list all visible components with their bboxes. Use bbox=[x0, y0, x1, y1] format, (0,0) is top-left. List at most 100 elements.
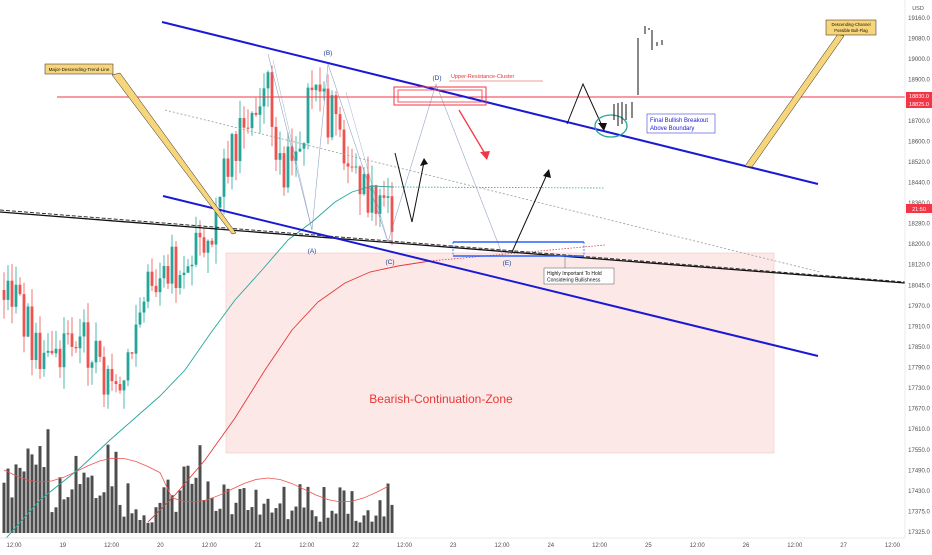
volume-bar bbox=[322, 487, 326, 533]
price-tick-label: 18120.0 bbox=[908, 263, 930, 269]
volume-bar bbox=[114, 451, 118, 533]
candle-body bbox=[90, 362, 94, 368]
sma-slow-line bbox=[147, 260, 431, 523]
time-tick-label: 25 bbox=[645, 543, 652, 549]
candle-body bbox=[234, 133, 238, 162]
candle-body bbox=[190, 264, 194, 267]
candle-body bbox=[134, 324, 138, 354]
candle-body bbox=[138, 312, 142, 325]
volume-bar bbox=[362, 515, 366, 533]
volume-bar bbox=[66, 497, 70, 533]
resistance-cluster-label: Upper-Resistance-Cluster bbox=[451, 74, 514, 80]
channel-callout-pointer bbox=[744, 33, 845, 168]
price-tick-label: 17490.0 bbox=[908, 468, 930, 474]
volume-bar bbox=[278, 503, 282, 533]
time-tick-label: 12:00 bbox=[6, 543, 22, 549]
candle-body bbox=[346, 163, 350, 167]
price-badge-time bbox=[906, 204, 932, 213]
projected-path-head-1 bbox=[420, 158, 428, 166]
volume-bar bbox=[146, 522, 150, 533]
volume-bar bbox=[378, 500, 382, 533]
candle-body bbox=[126, 352, 130, 381]
price-tick-label: 18045.0 bbox=[908, 283, 930, 289]
volume-bar bbox=[190, 483, 194, 533]
price-axis-panel[interactable] bbox=[905, 0, 932, 550]
major-trend-line bbox=[0, 211, 906, 284]
volume-bar bbox=[162, 487, 166, 533]
candle-body bbox=[42, 352, 46, 369]
candle-body bbox=[162, 266, 166, 279]
candle-body bbox=[170, 246, 174, 284]
candle-body bbox=[226, 158, 230, 177]
volume-bar bbox=[74, 455, 78, 533]
volume-bar bbox=[310, 510, 314, 533]
bearish-arrowhead bbox=[480, 151, 490, 160]
volume-bar bbox=[242, 488, 246, 533]
wave-line-extra-2 bbox=[345, 91, 389, 243]
candle-body bbox=[210, 240, 214, 245]
volume-bar bbox=[266, 498, 270, 533]
price-tick-label: 18520.0 bbox=[908, 160, 930, 166]
candle-body bbox=[278, 153, 282, 160]
candle-body bbox=[194, 232, 198, 265]
volume-bar bbox=[34, 464, 38, 533]
candle-body bbox=[270, 72, 274, 127]
volume-bar bbox=[214, 510, 218, 533]
wave-label-c: (C) bbox=[385, 259, 394, 266]
candle-body bbox=[230, 133, 234, 177]
support-note-line-1: Highly Important To Hold bbox=[547, 271, 602, 277]
volume-bar bbox=[142, 515, 146, 533]
candle-body bbox=[238, 118, 242, 162]
volume-bar bbox=[314, 516, 318, 533]
time-axis-panel[interactable] bbox=[0, 538, 905, 550]
channel-callout-line-1: Descending-Channel bbox=[831, 22, 870, 27]
resistance-cluster-box bbox=[393, 86, 487, 106]
volume-bar bbox=[286, 519, 290, 533]
volume-bar bbox=[38, 446, 42, 533]
volume-bar bbox=[318, 521, 322, 533]
wave-label-e: (E) bbox=[503, 260, 512, 267]
price-tick-label: 17610.0 bbox=[908, 427, 930, 433]
projected-up-leg-1 bbox=[511, 171, 549, 253]
candle-body bbox=[46, 350, 50, 353]
volume-bar bbox=[250, 507, 254, 533]
volume-bar bbox=[154, 507, 158, 533]
candle-body bbox=[158, 278, 162, 293]
candle-body bbox=[246, 127, 250, 129]
volume-bar bbox=[206, 481, 210, 533]
candle-body bbox=[38, 332, 42, 369]
candle-body bbox=[258, 106, 262, 115]
candle-body bbox=[114, 381, 118, 385]
candle-body bbox=[2, 290, 6, 300]
volume-bar bbox=[22, 471, 26, 533]
volume-bar bbox=[134, 509, 138, 533]
sma-fast-line bbox=[0, 185, 395, 546]
volume-bar bbox=[350, 491, 354, 533]
volume-bar bbox=[110, 486, 114, 533]
volume-bar bbox=[14, 464, 18, 533]
channel-lower-line bbox=[162, 195, 819, 357]
volume-bar bbox=[70, 489, 74, 533]
candle-body bbox=[266, 72, 270, 89]
price-badge-2-text: 18825.0 bbox=[909, 102, 929, 108]
volume-bar bbox=[230, 514, 234, 533]
candle-body bbox=[58, 348, 62, 368]
candle-body bbox=[202, 237, 206, 253]
candle-body bbox=[18, 284, 22, 295]
price-axis-ticks: 19160.019080.019000.018900.018780.018700… bbox=[908, 16, 930, 536]
candle-body bbox=[26, 306, 30, 337]
volume-bar bbox=[26, 448, 30, 533]
volume-bar bbox=[334, 513, 338, 533]
volume-bar bbox=[234, 502, 238, 533]
projected-bars bbox=[613, 26, 663, 126]
time-tick-label: 12:00 bbox=[885, 543, 901, 549]
price-badge-1-text: 18830.0 bbox=[909, 94, 929, 100]
candle-body bbox=[354, 166, 358, 168]
candle-body bbox=[54, 348, 58, 354]
price-tick-label: 17325.0 bbox=[908, 530, 930, 536]
candle-body bbox=[358, 166, 362, 195]
price-tick-label: 17430.0 bbox=[908, 489, 930, 495]
wave-line-extra bbox=[272, 59, 313, 231]
